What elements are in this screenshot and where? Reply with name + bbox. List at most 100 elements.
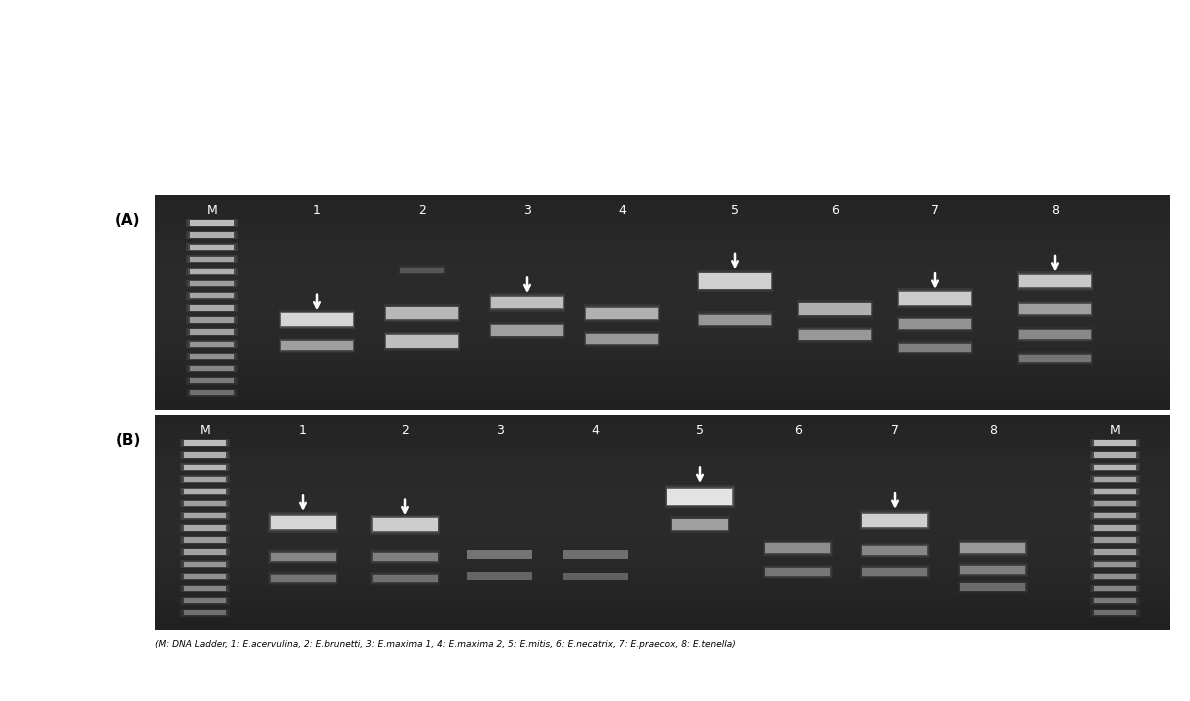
- Bar: [1092, 488, 1138, 495]
- Bar: [268, 550, 338, 564]
- Bar: [1092, 452, 1138, 458]
- Bar: [1092, 561, 1138, 568]
- Bar: [1016, 351, 1094, 365]
- Bar: [270, 552, 336, 562]
- Bar: [190, 268, 234, 274]
- Bar: [862, 513, 928, 528]
- Bar: [184, 550, 226, 554]
- Bar: [188, 256, 236, 263]
- Bar: [269, 573, 337, 584]
- Bar: [665, 485, 735, 508]
- Bar: [186, 304, 238, 312]
- Bar: [1019, 329, 1091, 340]
- Bar: [186, 280, 238, 287]
- Bar: [180, 488, 230, 496]
- Text: 4: 4: [618, 203, 626, 217]
- Bar: [188, 317, 236, 323]
- Bar: [797, 328, 872, 341]
- Bar: [186, 219, 238, 227]
- Text: (B): (B): [115, 433, 140, 449]
- Bar: [796, 300, 873, 318]
- Bar: [898, 291, 971, 306]
- Bar: [583, 304, 660, 322]
- Bar: [188, 232, 236, 238]
- Bar: [180, 560, 230, 568]
- Bar: [1092, 512, 1138, 519]
- Bar: [383, 332, 461, 350]
- Bar: [180, 585, 230, 592]
- Bar: [182, 512, 228, 519]
- Bar: [897, 290, 972, 306]
- Bar: [186, 255, 238, 264]
- Bar: [188, 329, 236, 335]
- Bar: [182, 597, 228, 604]
- Bar: [672, 519, 728, 531]
- Bar: [188, 219, 236, 226]
- Bar: [489, 294, 565, 312]
- Bar: [1094, 489, 1136, 494]
- Bar: [699, 314, 771, 326]
- Bar: [796, 327, 873, 343]
- Text: M: M: [1109, 423, 1120, 437]
- Bar: [386, 307, 458, 319]
- Bar: [281, 341, 353, 350]
- Bar: [897, 342, 972, 353]
- Bar: [1094, 538, 1136, 543]
- Bar: [798, 303, 871, 315]
- Bar: [666, 487, 734, 506]
- Bar: [1092, 524, 1138, 531]
- Bar: [180, 475, 230, 483]
- Bar: [188, 280, 236, 287]
- Bar: [180, 439, 230, 447]
- Bar: [383, 304, 461, 322]
- Bar: [190, 305, 234, 311]
- Bar: [1090, 488, 1140, 496]
- Bar: [672, 519, 727, 530]
- Bar: [863, 514, 927, 527]
- Bar: [190, 378, 234, 383]
- Bar: [270, 552, 336, 562]
- Bar: [666, 488, 733, 505]
- Bar: [585, 334, 658, 345]
- Bar: [797, 301, 872, 316]
- Bar: [280, 312, 355, 328]
- Text: M: M: [200, 423, 211, 437]
- Bar: [468, 550, 532, 559]
- Bar: [863, 546, 927, 555]
- Bar: [862, 545, 928, 556]
- Bar: [281, 340, 353, 350]
- Bar: [1094, 562, 1136, 567]
- Bar: [186, 243, 238, 251]
- Bar: [182, 488, 228, 495]
- Bar: [182, 476, 228, 482]
- Bar: [862, 566, 928, 578]
- Bar: [180, 451, 230, 459]
- Bar: [184, 477, 226, 482]
- Bar: [190, 390, 234, 395]
- Bar: [1094, 465, 1136, 470]
- Bar: [960, 583, 1026, 592]
- Bar: [1017, 353, 1092, 364]
- Bar: [765, 543, 831, 554]
- Bar: [1017, 302, 1092, 315]
- Bar: [1090, 609, 1140, 617]
- Bar: [699, 315, 771, 325]
- Bar: [699, 273, 771, 289]
- Bar: [184, 538, 226, 543]
- Bar: [765, 568, 831, 576]
- Bar: [1090, 573, 1140, 580]
- Bar: [898, 343, 971, 353]
- Bar: [896, 316, 973, 332]
- Bar: [1094, 525, 1136, 531]
- Bar: [190, 257, 234, 262]
- Bar: [184, 598, 226, 604]
- Bar: [370, 571, 440, 585]
- Bar: [180, 597, 230, 604]
- Bar: [491, 297, 563, 308]
- Bar: [1019, 274, 1091, 288]
- Bar: [1094, 610, 1136, 615]
- Bar: [372, 518, 438, 531]
- Bar: [182, 609, 228, 616]
- Bar: [1090, 536, 1140, 544]
- Text: 3: 3: [524, 203, 531, 217]
